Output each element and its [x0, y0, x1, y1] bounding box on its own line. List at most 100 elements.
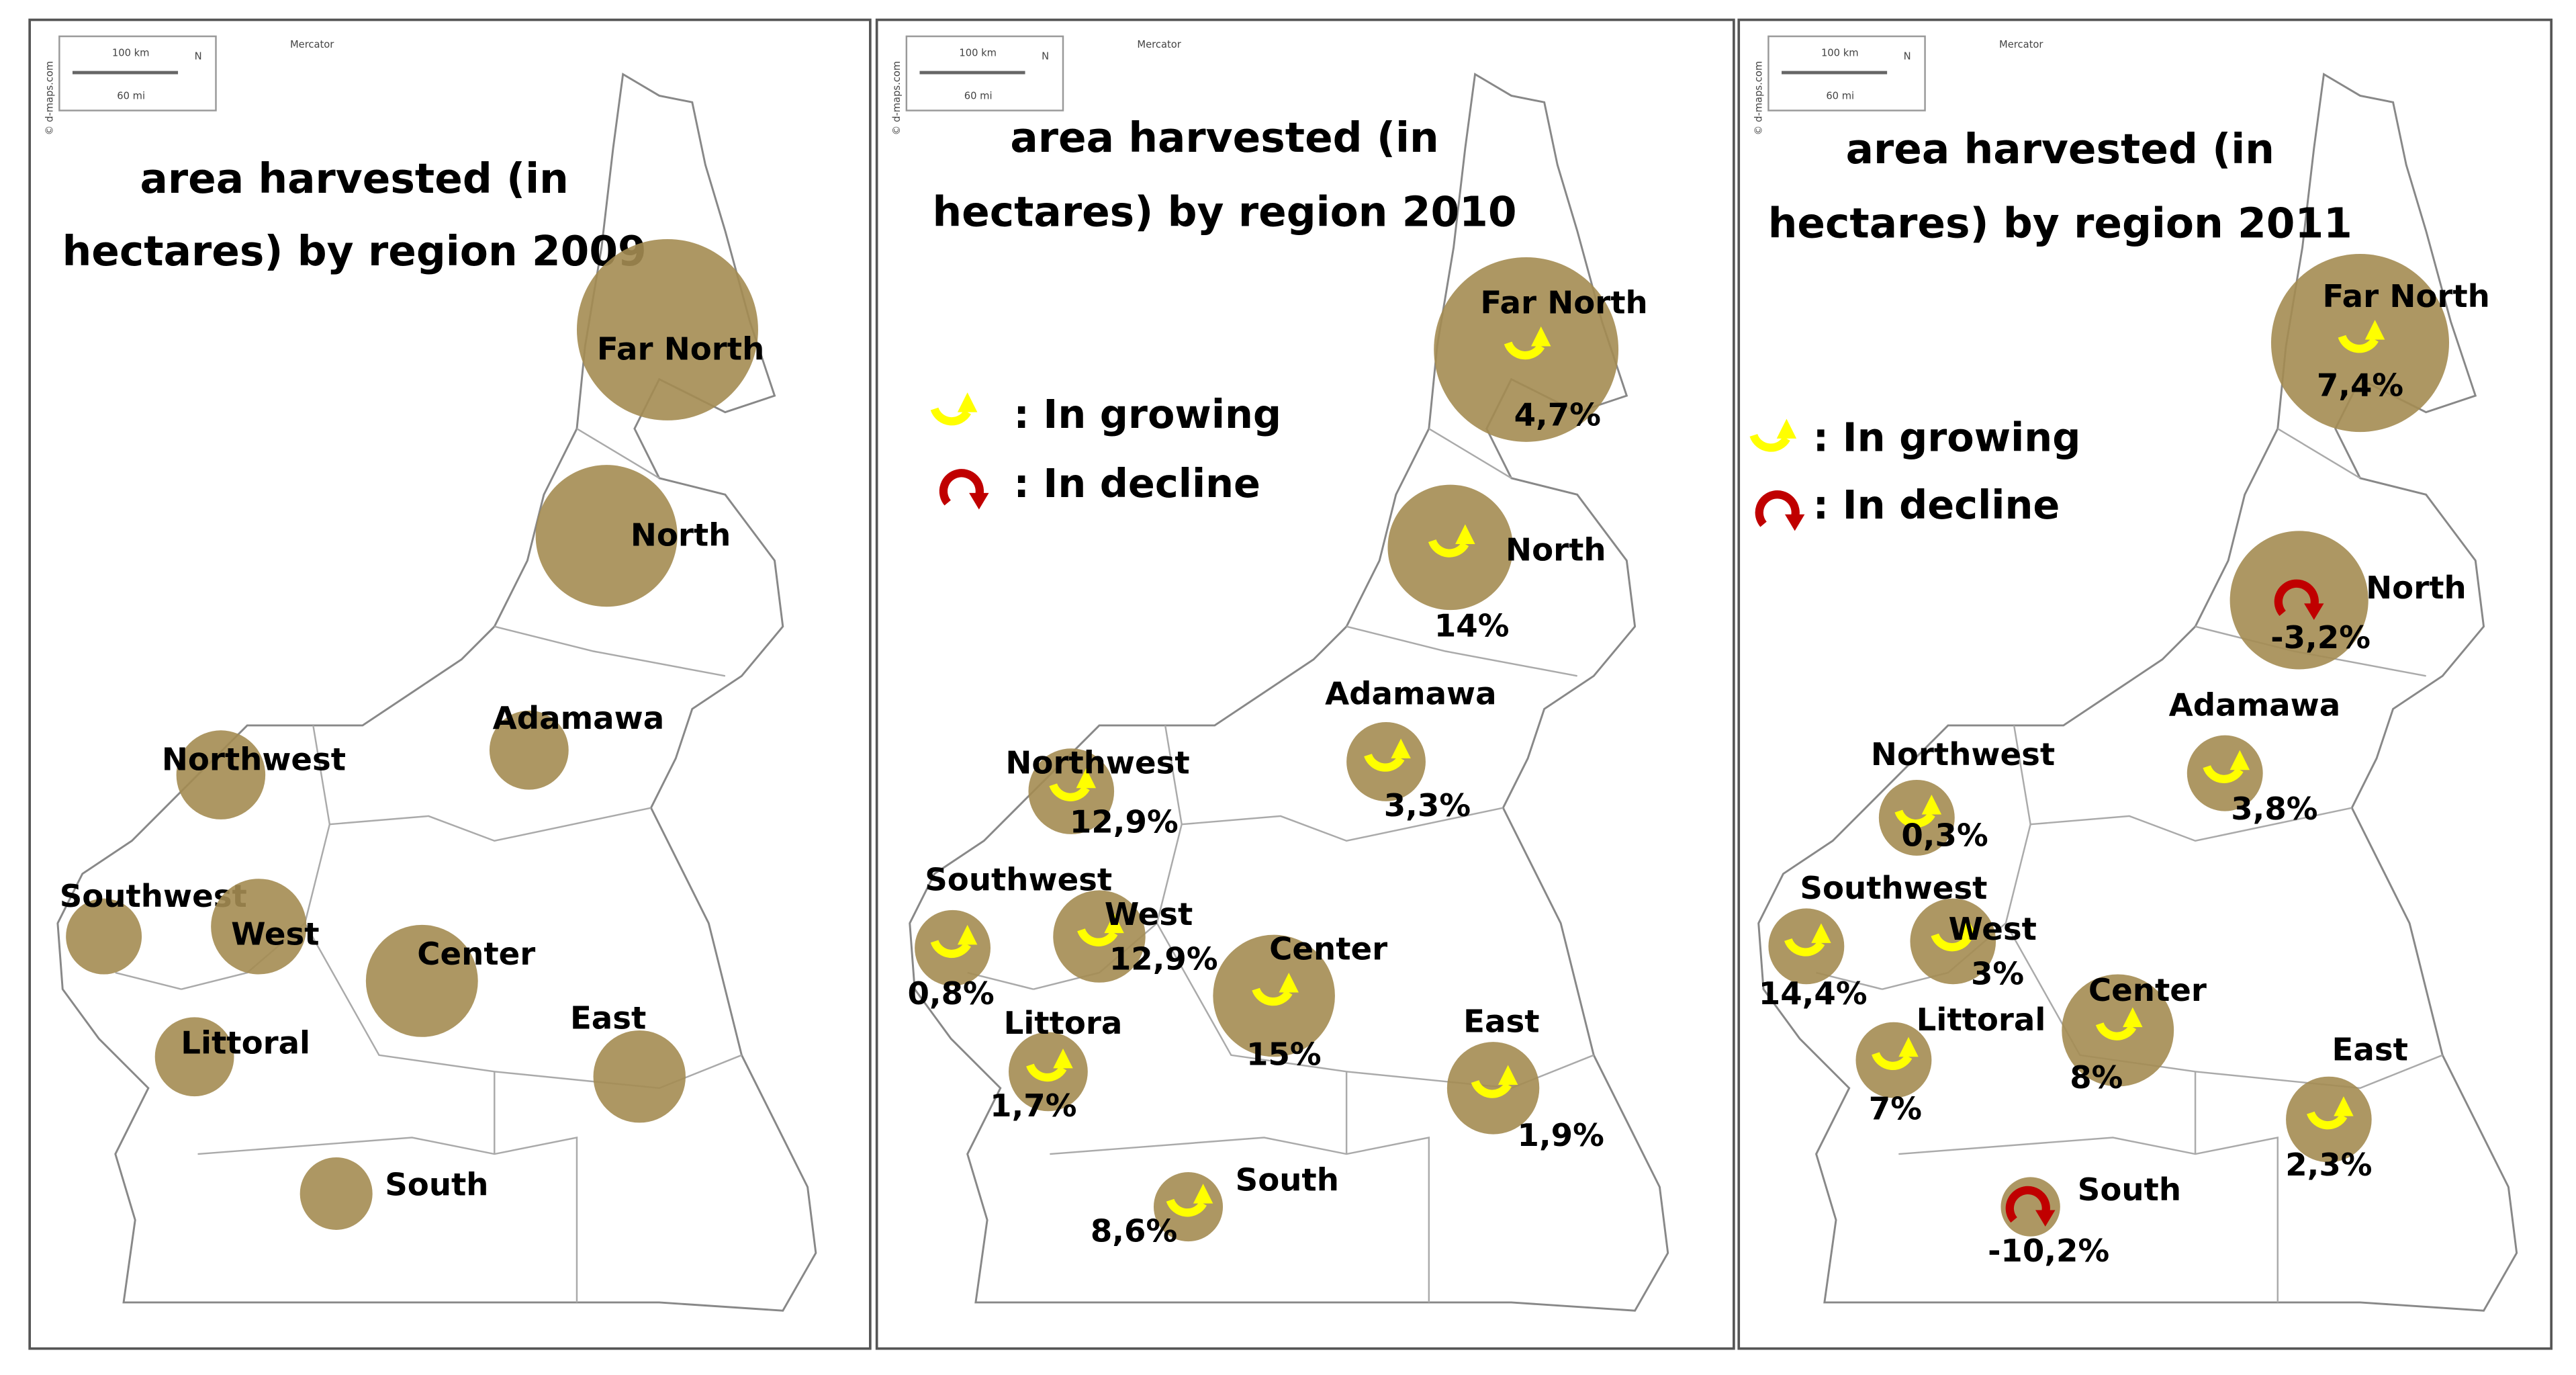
region-label: North [1506, 532, 1606, 568]
projection: Mercator [290, 39, 334, 50]
change-label: 3,8% [2231, 791, 2317, 827]
arrow-head [957, 924, 978, 945]
region-bubble [593, 1030, 686, 1123]
region-bubble [915, 910, 991, 986]
growing-arrow [930, 407, 971, 426]
north-arrow: N [1904, 50, 1911, 62]
growing-arrow [1504, 341, 1545, 360]
region-bubble [2270, 254, 2450, 433]
region-bubble [176, 730, 266, 819]
arrow-head [1811, 923, 1831, 943]
arrow-head [2364, 320, 2385, 340]
change-label: 12,9% [1109, 940, 1218, 977]
change-label: 1,9% [1518, 1117, 1604, 1153]
growing-arrow [2095, 1022, 2137, 1040]
decline-arrow [2005, 1186, 2050, 1223]
region-bubble [2062, 974, 2174, 1087]
region-label: East [2332, 1031, 2408, 1067]
scale-mi: 60 mi [964, 90, 993, 101]
region-label: Northwest [162, 741, 346, 777]
arrow-head [1958, 918, 1978, 938]
region-bubble [1878, 779, 1955, 856]
region-label: Center [2088, 972, 2207, 1008]
growing-arrow [1252, 987, 1293, 1006]
change-label: 4,7% [1514, 397, 1601, 433]
arrow-head [1076, 768, 1097, 789]
region-bubble [1446, 1042, 1540, 1135]
growing-arrow [1049, 783, 1090, 801]
credit: © d-maps.com [891, 61, 903, 136]
change-label: 7,4% [2317, 367, 2403, 403]
map-panel: 100 km 60 mi N Mercator © d-maps.com area har… [875, 18, 1735, 1350]
growing-arrow [2307, 1111, 2348, 1130]
region-bubble [1213, 934, 1335, 1057]
change-label: 14% [1434, 608, 1510, 644]
region-label: Littora [1004, 1005, 1123, 1041]
region-bubble [66, 898, 142, 975]
arrow-head [1784, 514, 1805, 531]
region-bubble [154, 1017, 234, 1097]
growing-arrow [1026, 1063, 1067, 1082]
region-label: Far North [2323, 278, 2490, 314]
map-panel: 100 km 60 mi N Mercator © d-maps.com area har… [28, 18, 872, 1350]
arrow-head [2123, 1007, 2143, 1028]
region-bubble [1028, 748, 1115, 834]
region-label: Northwest [1871, 736, 2055, 772]
region-label: Center [1269, 931, 1387, 967]
growing-arrow [1364, 753, 1405, 772]
north-arrow: N [1042, 50, 1049, 62]
map-title: area harvested (in [1010, 114, 1438, 162]
region-label: South [1236, 1161, 1339, 1198]
change-label: 12,9% [1070, 804, 1179, 840]
region-label: Northwest [1005, 744, 1189, 781]
arrow-head [1279, 973, 1299, 993]
arrow-head [1391, 738, 1411, 759]
region-bubble [1434, 257, 1619, 442]
change-label: 8,6% [1091, 1212, 1177, 1249]
map-title: hectares) by region 2011 [1768, 199, 2352, 247]
region-bubble [1387, 484, 1514, 611]
north-arrow: N [195, 50, 202, 62]
legend-label: : In growing [1013, 391, 1281, 437]
region-label: South [385, 1167, 488, 1203]
region-bubble [1768, 908, 1845, 985]
region-label: West [231, 916, 319, 952]
projection: Mercator [1137, 39, 1181, 50]
legend-label: : In growing [1813, 414, 2081, 460]
region-label: North [631, 517, 731, 553]
scale-km: 100 km [959, 48, 997, 59]
region-bubble [300, 1157, 373, 1230]
growing-arrow [1872, 1052, 1913, 1070]
region-label: Littoral [181, 1025, 310, 1061]
region-bubble [2187, 735, 2263, 811]
change-label: 1,7% [990, 1088, 1076, 1124]
growing-arrow [1077, 928, 1118, 946]
region-bubble [2286, 1076, 2372, 1163]
region-label: Center [417, 936, 535, 972]
region-label: Adamawa [1325, 675, 1497, 711]
region-bubble [489, 710, 569, 790]
region-bubble [1053, 890, 1146, 983]
decline-arrow [2274, 579, 2319, 616]
scale-km: 100 km [112, 48, 150, 59]
growing-arrow [1894, 809, 1935, 828]
region-bubble [2229, 531, 2368, 670]
map-title: area harvested (in [140, 155, 568, 203]
region-label: Southwest [925, 862, 1112, 898]
region-label: Far North [597, 330, 764, 367]
growing-arrow [1428, 539, 1469, 558]
growing-arrow [1931, 933, 1972, 952]
region-bubble [1346, 722, 1426, 801]
map-title: hectares) by region 2010 [932, 188, 1516, 236]
region-bubble [1009, 1032, 1088, 1112]
region-label: Adamawa [2169, 686, 2341, 723]
change-label: 0,8% [907, 975, 994, 1012]
arrow-head [1921, 795, 1942, 815]
growing-arrow [930, 940, 971, 959]
map-title: hectares) by region 2009 [62, 228, 647, 275]
arrow-head [957, 392, 978, 412]
arrow-head [969, 492, 989, 510]
change-label: 14,4% [1759, 975, 1868, 1012]
credit: © d-maps.com [1753, 61, 1765, 136]
